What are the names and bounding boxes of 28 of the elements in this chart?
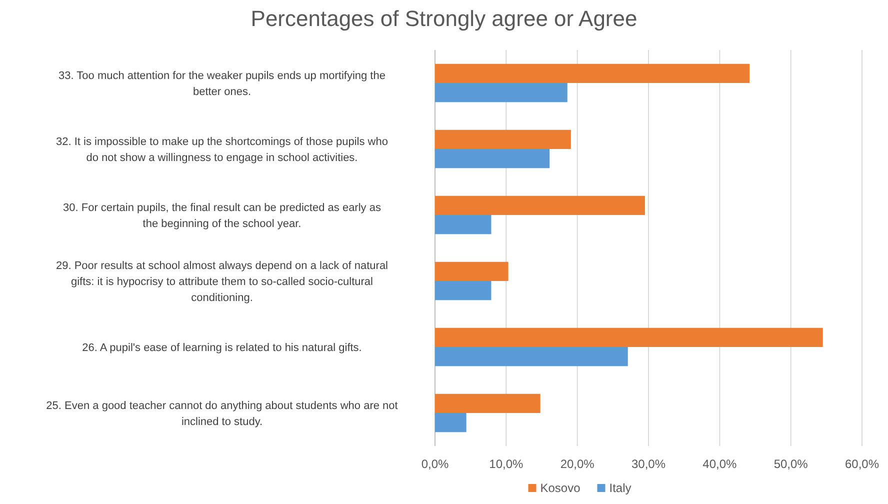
bar [435,328,823,347]
y-tick-label: 26. A pupil's ease of learning is related to his natural gifts. [82,342,362,354]
x-tick-label: 20,0% [560,457,595,471]
y-tick-label: 29. Poor results at school almost always depend on a lack of natural gifts: it is hypocrisy to attribute them to so-called socio-cultural conditioning. [56,260,388,304]
y-tick-label: 30. For certain pupils, the final result can be predicted as early as the beginning of the school year. [63,202,382,230]
legend-label: Kosovo [540,481,581,495]
bar [435,149,550,168]
y-tick-label: 25. Even a good teacher cannot do anything about students who are not inclined to study. [46,400,398,428]
chart-title: Percentages of Strongly agree or Agree [250,6,638,31]
x-tick-label: 10,0% [489,457,524,471]
y-tick-label: 33. Too much attention for the weaker pupils ends up mortifying the better ones. [58,70,386,98]
x-tick-label: 40,0% [702,457,738,471]
bar [435,196,645,215]
x-tick-label: 60,0% [844,457,880,471]
bar [435,262,508,281]
bar [435,83,568,102]
bar [435,394,540,413]
bar [435,64,750,83]
y-tick-label: 32. It is impossible to make up the shortcomings of those pupils who do not show a willingness to engage in school activities. [56,136,388,164]
bar [435,413,466,432]
x-tick-label: 0,0% [421,457,449,471]
bar [435,347,628,366]
legend-label: Italy [609,481,632,495]
bar [435,281,492,300]
x-tick-label: 30,0% [631,457,666,471]
bar [435,215,492,234]
bar [435,130,571,149]
x-tick-label: 50,0% [774,457,808,471]
